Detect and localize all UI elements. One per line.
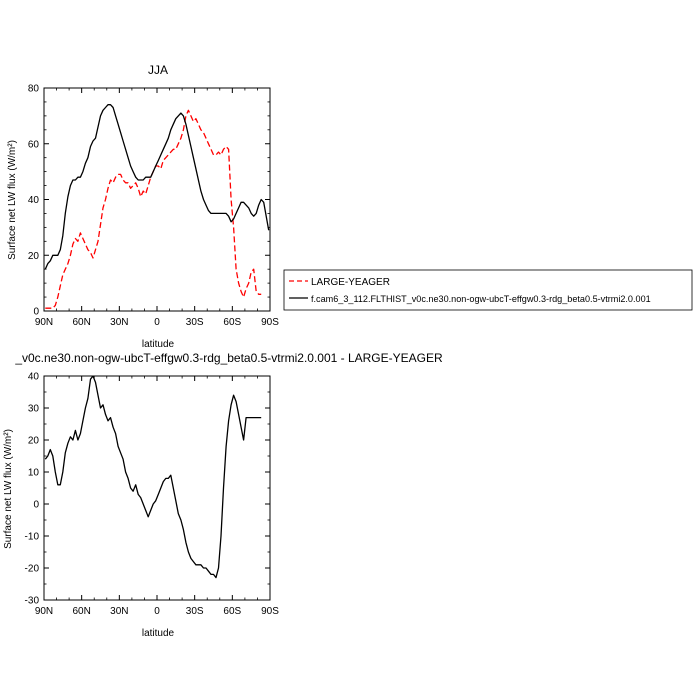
top-panel: JJA 90N 60N 30N 0 30S 60S 90S 0 20 40 60 80 latitud… xyxy=(7,63,279,350)
top-x-tick-label: 60S xyxy=(223,317,241,328)
legend-box xyxy=(283,269,693,311)
top-panel-plot-area: 90N 60N 30N 0 30S 60S 90S 0 20 40 60 80 xyxy=(28,84,279,329)
top-x-tick-label: 60N xyxy=(72,317,90,328)
bottom-panel-plot-area: 90N 60N 30N 0 30S 60S 90S -30 -20 -10 0 10 20 30 40 xyxy=(25,372,280,618)
top-x-tick-label: 30S xyxy=(186,317,204,328)
bottom-y-tick-label: 0 xyxy=(33,500,39,511)
top-panel-title: JJA xyxy=(148,63,168,77)
bottom-y-tick-label: 40 xyxy=(28,372,40,383)
top-y-tick-label: 60 xyxy=(28,139,40,150)
top-panel-x-axis-label: latitude xyxy=(142,339,175,350)
bottom-x-tick-label: 30S xyxy=(186,606,204,617)
top-x-tick-label: 90N xyxy=(35,317,53,328)
bottom-panel: _v0c.ne30.non-ogw-ubcT-effgw0.3-rdg_beta… xyxy=(3,351,443,639)
bottom-y-tick-label: -10 xyxy=(25,532,40,543)
top-x-tick-label: 0 xyxy=(154,317,160,328)
top-x-tick-label: 30N xyxy=(110,317,128,328)
top-plot-frame xyxy=(43,87,271,312)
legend-label-model: f.cam6_3_112.FLTHIST_v0c.ne30.non-ogw-ub… xyxy=(311,294,651,304)
bottom-x-tick-label: 90N xyxy=(35,606,53,617)
bottom-panel-x-axis-label: latitude xyxy=(142,628,175,639)
bottom-series-line-0 xyxy=(44,376,262,579)
top-y-tick-label: 80 xyxy=(28,84,40,95)
top-series-line-0 xyxy=(45,109,262,309)
bottom-x-tick-label: 60N xyxy=(72,606,90,617)
bottom-x-tick-label: 30N xyxy=(110,606,128,617)
top-x-tick-label: 90S xyxy=(261,317,279,328)
top-series-line-1 xyxy=(44,104,270,270)
bottom-plot-frame xyxy=(43,375,271,601)
bottom-panel-y-axis-label: Surface net LW flux (W/m²) xyxy=(3,429,14,549)
bottom-y-tick-label: 10 xyxy=(28,468,40,479)
top-series-group xyxy=(44,104,270,309)
top-y-tick-label: 0 xyxy=(33,307,39,318)
top-y-tick-label: 40 xyxy=(28,195,40,206)
bottom-y-tick-label: 30 xyxy=(28,404,40,415)
bottom-series-group xyxy=(44,376,262,579)
bottom-x-tick-label: 0 xyxy=(154,606,160,617)
bottom-y-tick-label: -20 xyxy=(25,564,40,575)
bottom-y-tick-label: 20 xyxy=(28,436,40,447)
legend: LARGE-YEAGER f.cam6_3_112.FLTHIST_v0c.ne… xyxy=(283,269,693,311)
bottom-panel-title: _v0c.ne30.non-ogw-ubcT-effgw0.3-rdg_beta… xyxy=(14,351,443,365)
legend-label-large-yeager: LARGE-YEAGER xyxy=(311,277,390,288)
top-y-tick-label: 20 xyxy=(28,251,40,262)
bottom-y-tick-label: -30 xyxy=(25,596,40,607)
bottom-x-tick-label: 60S xyxy=(223,606,241,617)
top-panel-y-axis-label: Surface net LW flux (W/m²) xyxy=(7,140,18,260)
bottom-x-tick-label: 90S xyxy=(261,606,279,617)
